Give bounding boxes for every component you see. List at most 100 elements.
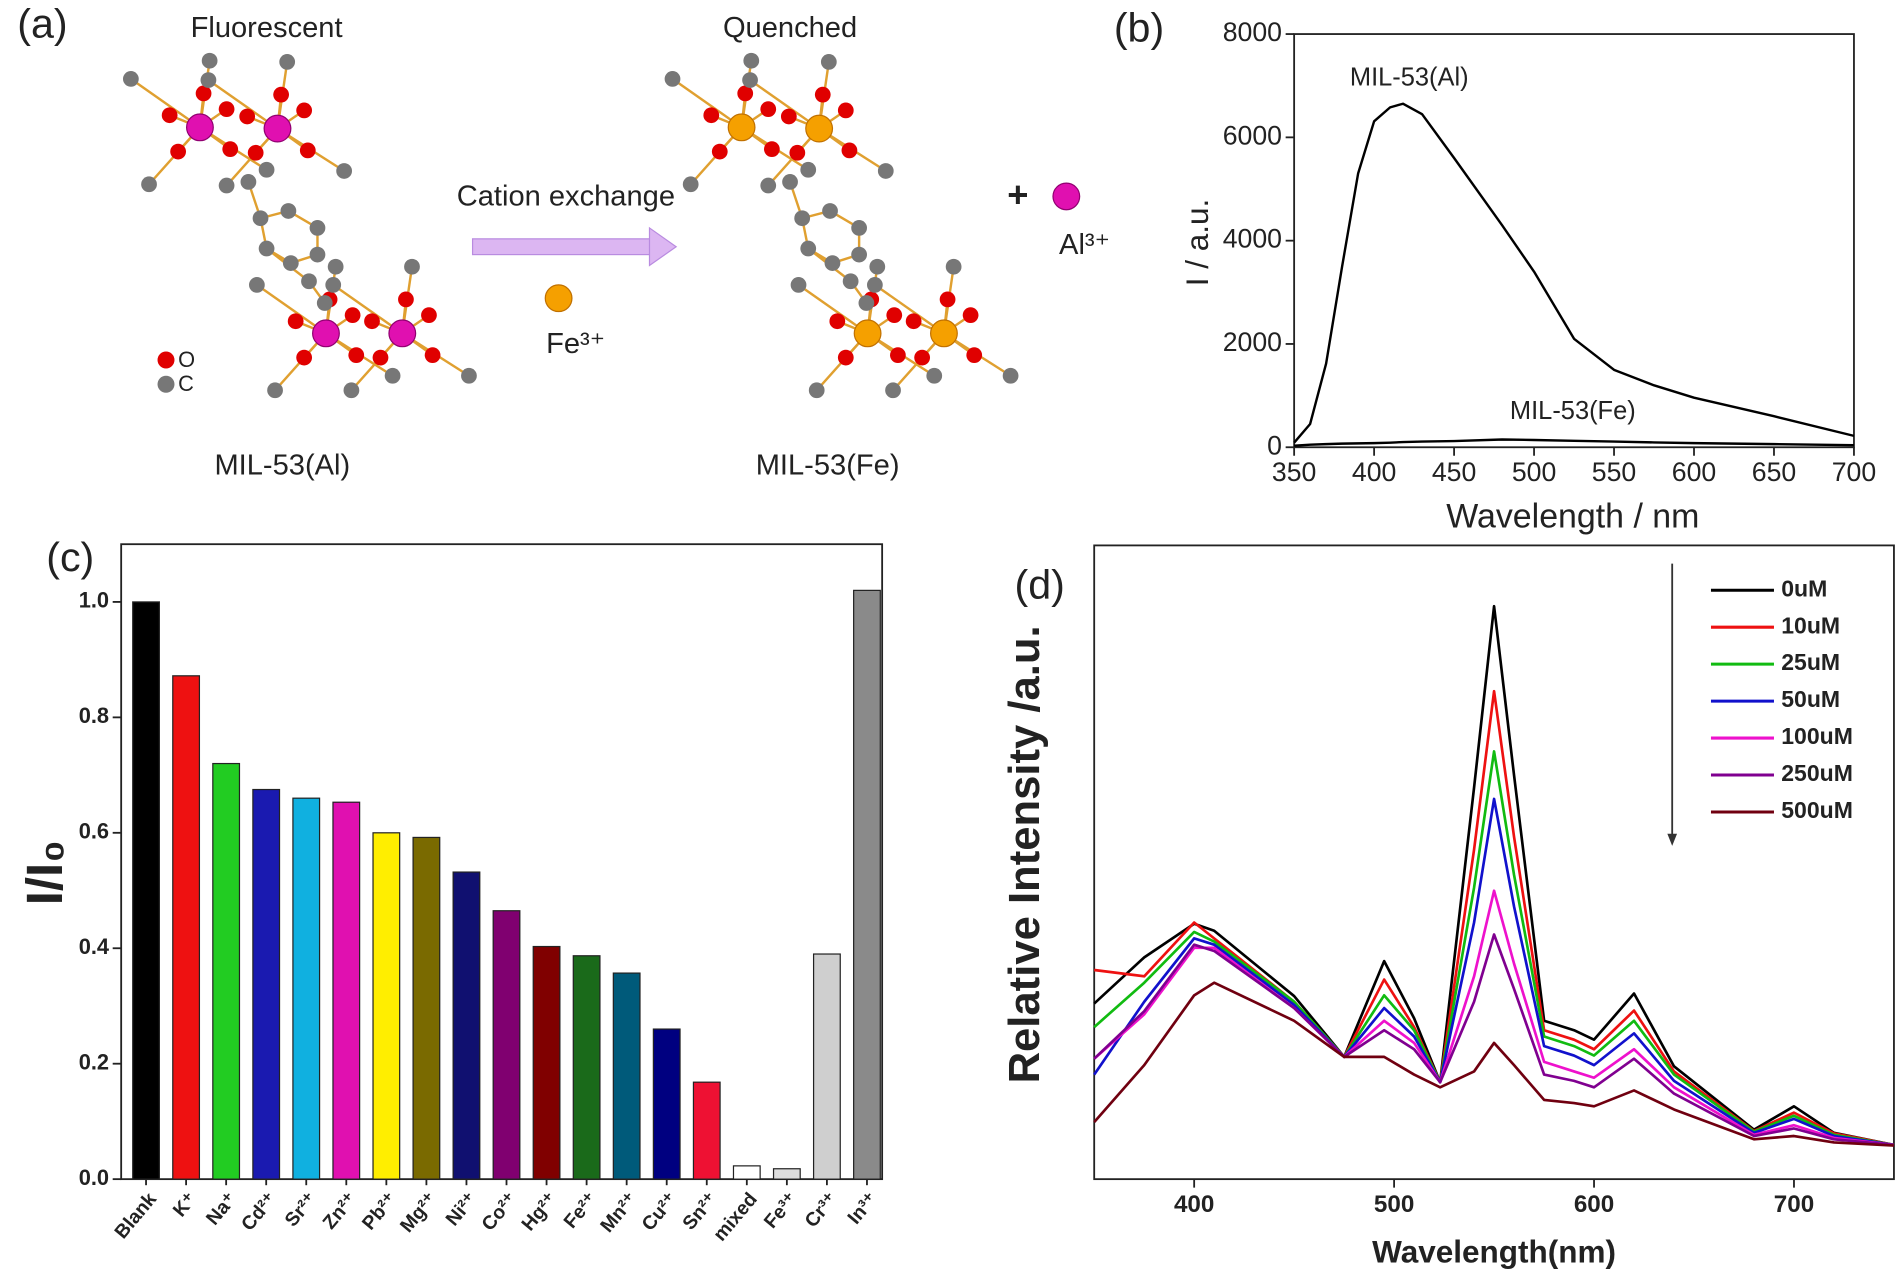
bar xyxy=(412,836,441,1180)
bar xyxy=(172,675,201,1180)
bar xyxy=(532,945,561,1180)
atom xyxy=(851,220,867,236)
atom xyxy=(886,307,903,324)
atom xyxy=(743,52,760,69)
atom xyxy=(851,246,867,263)
atom xyxy=(945,258,962,275)
right-label: Quenched xyxy=(723,12,857,44)
x-tick-label: In³⁺ xyxy=(843,1188,882,1228)
panel-label: (b) xyxy=(1114,4,1164,50)
metal-atom xyxy=(805,114,834,143)
atom xyxy=(794,210,811,227)
series-line xyxy=(1093,981,1895,1147)
x-tick-label: mixed xyxy=(709,1188,762,1245)
y-tick-label: 0.0 xyxy=(79,1165,109,1190)
x-tick-label: 650 xyxy=(1752,457,1796,487)
atom xyxy=(282,255,299,271)
atom xyxy=(885,382,901,399)
atom xyxy=(299,142,316,159)
atom xyxy=(327,258,344,275)
x-tick-label: Cr³⁺ xyxy=(801,1188,842,1231)
metal-atom xyxy=(930,319,958,348)
bond xyxy=(749,79,820,130)
y-tick-label: 0.4 xyxy=(79,934,109,959)
atom xyxy=(296,102,313,119)
right-name: MIL-53(Fe) xyxy=(756,449,900,481)
x-tick-label: Cd²⁺ xyxy=(237,1188,281,1235)
x-tick-label: Fe³⁺ xyxy=(760,1188,802,1232)
atom xyxy=(301,273,317,290)
bond xyxy=(671,77,743,129)
atom xyxy=(737,85,754,102)
metal-atom xyxy=(312,319,340,348)
atom xyxy=(711,143,728,160)
atom xyxy=(309,220,326,236)
atom xyxy=(398,291,414,308)
atom xyxy=(344,307,361,324)
atom xyxy=(858,295,875,311)
atom xyxy=(348,347,365,364)
atom xyxy=(279,54,296,70)
x-tick-label: Ni²⁺ xyxy=(441,1188,481,1230)
y-tick-label: 0.6 xyxy=(79,819,109,844)
atom xyxy=(829,313,846,330)
x-tick-label: K⁺ xyxy=(169,1188,201,1221)
legend-label: 50uM xyxy=(1781,686,1840,712)
atom xyxy=(837,102,854,119)
atom xyxy=(890,347,906,364)
atom xyxy=(837,349,854,366)
atom xyxy=(239,108,256,125)
atom xyxy=(247,144,264,161)
atom xyxy=(316,295,333,311)
atom xyxy=(404,258,420,275)
bond xyxy=(332,283,403,335)
atom xyxy=(926,367,943,384)
y-axis-label: I/I₀ xyxy=(16,840,73,905)
left-name: MIL-53(Al) xyxy=(214,449,350,481)
x-tick-label: Zn²⁺ xyxy=(319,1188,362,1233)
atom xyxy=(258,240,275,257)
x-tick-label: 450 xyxy=(1432,457,1476,487)
atom xyxy=(905,313,922,330)
x-axis-label: Wavelength(nm) xyxy=(1372,1234,1616,1270)
atom xyxy=(869,258,886,275)
atom xyxy=(249,277,265,293)
atom xyxy=(939,291,956,308)
bar xyxy=(132,601,160,1180)
plot-frame xyxy=(1293,33,1855,449)
x-tick-label: 600 xyxy=(1574,1191,1614,1218)
atom xyxy=(682,176,699,193)
y-axis-label: Relative Intensity /a.u. xyxy=(1001,625,1049,1083)
atom xyxy=(822,203,838,219)
atom xyxy=(914,349,931,366)
panel-label: (d) xyxy=(1014,562,1064,608)
bar xyxy=(452,871,481,1180)
atom xyxy=(267,382,283,399)
bar xyxy=(812,953,841,1180)
metal-atom xyxy=(727,113,756,142)
atom xyxy=(161,107,178,124)
atom xyxy=(824,255,841,271)
atom xyxy=(780,108,797,125)
bond xyxy=(256,283,327,335)
x-tick-label: 500 xyxy=(1512,457,1556,487)
atom xyxy=(222,141,239,158)
bar xyxy=(372,832,401,1180)
atom xyxy=(877,163,894,179)
atom xyxy=(808,382,825,399)
atom xyxy=(252,210,269,227)
series-line xyxy=(1093,889,1895,1147)
x-tick-label: 700 xyxy=(1774,1191,1814,1218)
arrow-label: Cation exchange xyxy=(457,180,675,212)
atom xyxy=(461,367,477,384)
atom xyxy=(782,174,798,190)
exchange-arrow xyxy=(471,238,653,256)
atom xyxy=(962,307,979,324)
atom xyxy=(820,54,837,70)
metal-atom xyxy=(263,114,292,143)
y-tick-label: 6000 xyxy=(1223,120,1282,150)
atom xyxy=(336,163,353,179)
bar xyxy=(572,955,601,1180)
bar xyxy=(292,797,321,1180)
